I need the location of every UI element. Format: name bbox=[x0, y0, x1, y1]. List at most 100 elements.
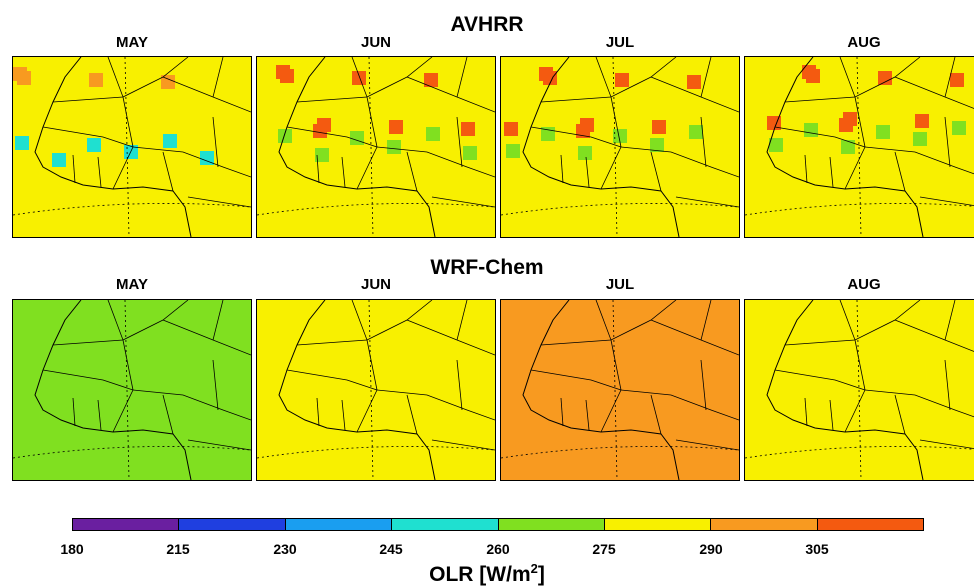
country-border bbox=[107, 300, 124, 341]
wrfchem-month-jun: JUN bbox=[360, 276, 391, 293]
olr-pixel-block bbox=[650, 138, 664, 152]
olr-pixel-block bbox=[424, 73, 438, 87]
country-border bbox=[774, 126, 866, 148]
country-border bbox=[650, 151, 662, 192]
olr-pixel-block bbox=[913, 132, 927, 146]
parallel-line bbox=[257, 446, 495, 459]
olr-map-svg bbox=[745, 300, 974, 480]
country-border bbox=[376, 389, 495, 421]
country-border bbox=[944, 359, 951, 411]
olr-pixel-block bbox=[463, 146, 477, 160]
olr-map-svg bbox=[13, 57, 251, 237]
country-border bbox=[132, 389, 251, 421]
country-border bbox=[530, 126, 622, 148]
colorbar-tick-290: 290 bbox=[699, 541, 723, 557]
colorbar-tick-245: 245 bbox=[379, 541, 403, 557]
colorbar-segment bbox=[285, 519, 393, 530]
olr-pixel-block bbox=[126, 125, 140, 139]
country-border bbox=[784, 300, 921, 346]
country-border bbox=[52, 57, 189, 103]
olr-pixel-block bbox=[804, 123, 818, 137]
parallel-line bbox=[13, 203, 251, 216]
country-border bbox=[864, 389, 974, 418]
meridian-line bbox=[856, 300, 862, 480]
colorbar-segment bbox=[711, 519, 818, 530]
country-border bbox=[919, 439, 974, 449]
country-border bbox=[406, 151, 418, 192]
country-border bbox=[296, 57, 433, 103]
olr-pixel-block bbox=[317, 118, 331, 132]
meridian-line bbox=[368, 300, 374, 480]
colorbar-segment bbox=[604, 519, 712, 530]
colorbar-tick-275: 275 bbox=[592, 541, 616, 557]
country-border bbox=[540, 300, 677, 346]
country-border bbox=[286, 369, 378, 391]
country-border bbox=[804, 397, 808, 427]
olr-pixel-block bbox=[687, 75, 701, 89]
country-border bbox=[132, 146, 251, 178]
country-border bbox=[162, 151, 174, 192]
country-border bbox=[944, 300, 956, 341]
olr-pixel-block bbox=[806, 69, 820, 83]
olr-map-svg bbox=[13, 300, 251, 480]
olr-pixel-block bbox=[315, 148, 329, 162]
country-border bbox=[894, 151, 906, 192]
olr-pixel-block bbox=[915, 114, 929, 128]
olr-pixel-block bbox=[163, 134, 177, 148]
olr-pixel-block bbox=[615, 73, 629, 87]
country-border bbox=[316, 397, 320, 427]
avhrr-map-jul bbox=[500, 56, 740, 238]
country-border bbox=[212, 359, 219, 411]
olr-pixel-block bbox=[280, 69, 294, 83]
country-border bbox=[52, 300, 189, 346]
country-border bbox=[212, 116, 219, 168]
country-border bbox=[456, 116, 463, 168]
country-border bbox=[560, 397, 564, 427]
country-border bbox=[675, 439, 739, 451]
country-border bbox=[376, 146, 495, 178]
country-border bbox=[341, 399, 346, 431]
colorbar-segment bbox=[73, 519, 180, 530]
olr-pixel-block bbox=[652, 120, 666, 134]
olr-pixel-block bbox=[543, 71, 557, 85]
country-border bbox=[456, 300, 468, 341]
country-border bbox=[839, 300, 856, 341]
olr-pixel-block bbox=[504, 122, 518, 136]
colorbar-tick-260: 260 bbox=[486, 541, 510, 557]
wrfchem-map-jul bbox=[500, 299, 740, 481]
wrfchem-map-jun bbox=[256, 299, 496, 481]
country-border bbox=[839, 57, 856, 98]
olr-pixel-block bbox=[15, 136, 29, 150]
avhrr-map-jun bbox=[256, 56, 496, 238]
country-border bbox=[456, 359, 463, 411]
meridian-line bbox=[124, 57, 130, 237]
country-border bbox=[187, 196, 251, 208]
olr-pixel-block bbox=[87, 138, 101, 152]
country-border bbox=[650, 394, 662, 435]
olr-pixel-block bbox=[17, 71, 31, 85]
olr-pixel-block bbox=[613, 129, 627, 143]
country-border bbox=[351, 300, 368, 341]
parallel-line bbox=[745, 203, 974, 216]
wrfchem-map-may bbox=[12, 299, 252, 481]
olr-pixel-block bbox=[843, 112, 857, 126]
country-border bbox=[700, 57, 712, 98]
olr-pixel-block bbox=[878, 71, 892, 85]
colorbar-tick-180: 180 bbox=[60, 541, 84, 557]
country-border bbox=[774, 369, 866, 391]
olr-map-svg bbox=[257, 300, 495, 480]
country-border bbox=[700, 116, 707, 168]
country-border bbox=[42, 126, 134, 148]
country-border bbox=[162, 394, 174, 435]
olr-pixel-block bbox=[952, 121, 966, 135]
olr-map-svg bbox=[501, 57, 739, 237]
country-border bbox=[919, 196, 974, 206]
country-border bbox=[341, 156, 346, 188]
wrfchem-row-title: WRF-Chem bbox=[430, 256, 544, 279]
country-border bbox=[296, 300, 433, 346]
olr-pixel-block bbox=[426, 127, 440, 141]
meridian-line bbox=[612, 300, 618, 480]
parallel-line bbox=[257, 203, 495, 216]
country-border bbox=[864, 146, 974, 175]
meridian-line bbox=[612, 57, 618, 237]
